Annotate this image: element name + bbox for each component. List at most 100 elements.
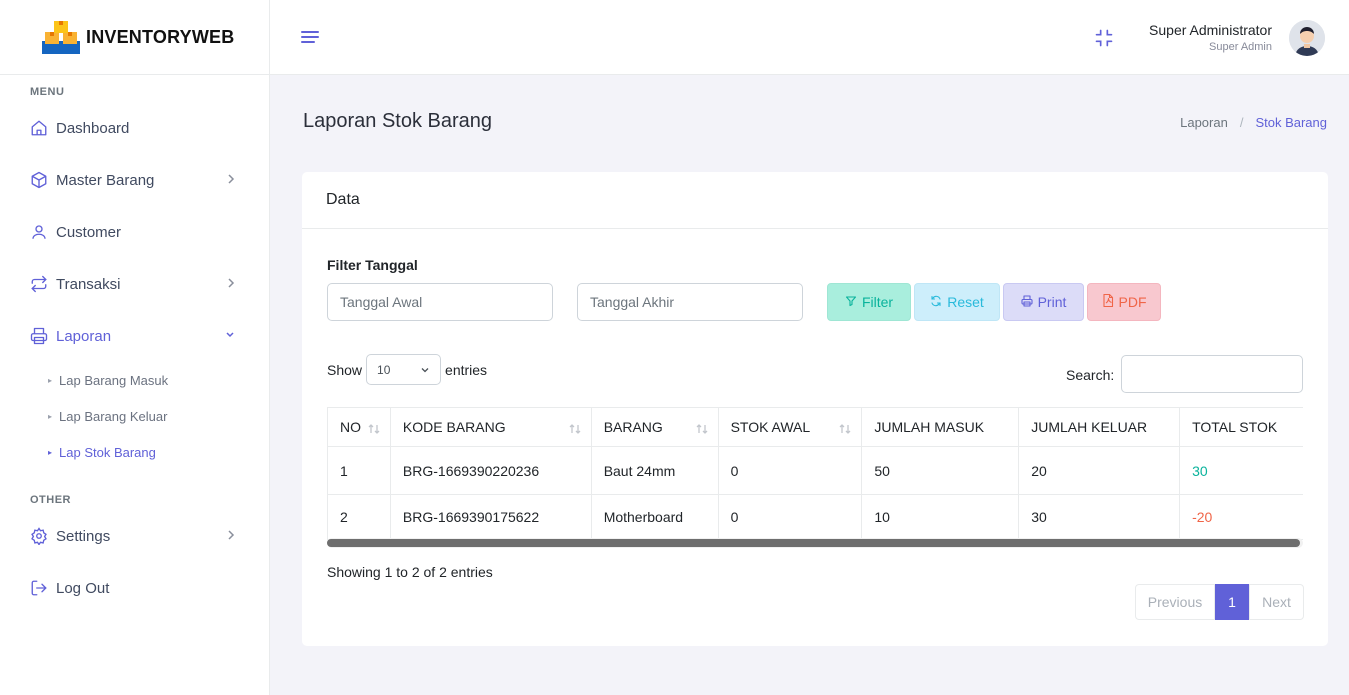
search-input[interactable] [1121, 355, 1303, 393]
user-name[interactable]: Super Administrator [1149, 22, 1272, 38]
sidebar-subitem-lap-stok-barang[interactable]: ▸ Lap Stok Barang [48, 442, 156, 462]
cell-jumlah-masuk: 50 [861, 446, 1020, 495]
pagination: Previous 1 Next [1135, 584, 1304, 620]
cell-barang: Motherboard [590, 494, 719, 540]
show-label: Show [327, 361, 363, 378]
print-button[interactable]: Print [1003, 283, 1084, 321]
page-title: Laporan Stok Barang [303, 110, 493, 132]
breadcrumb-separator: / [1239, 115, 1244, 130]
sidebar-item-customer[interactable]: Customer [30, 220, 240, 244]
search-label: Search: [1066, 367, 1115, 383]
avatar[interactable] [1289, 20, 1325, 56]
table-wrapper: NO KODE BARANG BARANG STOK AWAL JUMLAH M… [327, 407, 1303, 540]
sidebar-item-label: Master Barang [56, 171, 155, 189]
cell-kode-barang: BRG-1669390220236 [389, 446, 592, 495]
pdf-button-label: PDF [1118, 294, 1147, 310]
chevron-down-icon [420, 364, 430, 378]
show-entries: Show 10 entries [327, 354, 487, 385]
reset-button[interactable]: Reset [914, 283, 1000, 321]
table-row: 1 BRG-1669390220236 Baut 24mm 0 50 20 30 [327, 446, 1303, 495]
scrollbar-thumb[interactable] [327, 539, 1300, 547]
user-icon [30, 223, 48, 241]
horizontal-scrollbar[interactable] [327, 538, 1303, 548]
sidebar-item-laporan[interactable]: Laporan [30, 324, 240, 348]
sidebar-item-settings[interactable]: Settings [30, 524, 240, 548]
sidebar: INVENTORYWEB MENU Dashboard Master Baran… [0, 0, 270, 695]
cell-kode-barang: BRG-1669390175622 [389, 494, 592, 540]
page-1-button[interactable]: 1 [1215, 584, 1249, 620]
column-header-barang[interactable]: BARANG [590, 407, 719, 447]
table-row: 2 BRG-1669390175622 Motherboard 0 10 30 … [327, 494, 1303, 540]
cell-barang: Baut 24mm [590, 446, 719, 495]
brand[interactable]: INVENTORYWEB [0, 0, 269, 75]
chevron-right-icon [226, 172, 236, 191]
cell-stok-awal: 0 [717, 494, 863, 540]
column-header-stok-awal[interactable]: STOK AWAL [717, 407, 863, 447]
chevron-right-icon [226, 276, 236, 295]
other-section-title: OTHER [30, 494, 71, 506]
showing-entries-info: Showing 1 to 2 of 2 entries [327, 564, 493, 580]
sidebar-item-dashboard[interactable]: Dashboard [30, 116, 240, 140]
print-button-label: Print [1037, 294, 1067, 310]
reset-button-label: Reset [947, 294, 984, 310]
column-header-jumlah-masuk[interactable]: JUMLAH MASUK [861, 407, 1020, 447]
cell-no: 1 [327, 446, 391, 495]
hamburger-menu-icon[interactable] [300, 29, 320, 50]
filter-icon [845, 294, 857, 310]
breadcrumb: Laporan / Stok Barang [1180, 115, 1327, 130]
sidebar-item-master-barang[interactable]: Master Barang [30, 168, 240, 192]
entries-label: entries [445, 361, 488, 378]
menu-section-title: MENU [30, 86, 65, 98]
table-header-row: NO KODE BARANG BARANG STOK AWAL JUMLAH M… [327, 407, 1303, 447]
filter-button[interactable]: Filter [827, 283, 911, 321]
sort-icon [568, 422, 582, 438]
end-date-input[interactable] [577, 283, 803, 321]
page-size-value: 10 [377, 362, 391, 377]
sidebar-item-transaksi[interactable]: Transaksi [30, 272, 240, 296]
filter-button-label: Filter [861, 294, 894, 310]
column-header-no[interactable]: NO [327, 407, 391, 447]
cell-jumlah-keluar: 30 [1018, 494, 1181, 540]
logout-icon [30, 579, 48, 597]
box-icon [30, 171, 48, 189]
sidebar-item-label: Dashboard [56, 119, 130, 137]
sidebar-item-label: Transaksi [56, 275, 121, 293]
cell-stok-awal: 0 [717, 446, 863, 495]
column-header-kode-barang[interactable]: KODE BARANG [389, 407, 592, 447]
chevron-right-icon [226, 528, 236, 547]
card-title: Data [302, 172, 1328, 229]
chevron-down-icon [224, 328, 236, 347]
sidebar-subitem-label: Lap Barang Masuk [59, 372, 169, 388]
bullet-icon: ▸ [48, 411, 53, 421]
sidebar-subitem-label: Lap Stok Barang [59, 444, 156, 460]
next-page-button[interactable]: Next [1249, 584, 1304, 620]
bullet-icon: ▸ [48, 447, 53, 457]
column-header-jumlah-keluar[interactable]: JUMLAH KELUAR [1018, 407, 1181, 447]
sidebar-item-label: Log Out [56, 579, 110, 597]
sidebar-item-label: Laporan [56, 327, 112, 345]
home-icon [30, 119, 48, 137]
boxes-logo-icon [42, 20, 80, 54]
exit-fullscreen-icon[interactable] [1094, 28, 1114, 53]
sidebar-item-label: Customer [56, 223, 122, 241]
page-size-select[interactable]: 10 [366, 354, 442, 385]
user-role: Super Admin [1209, 41, 1272, 53]
sort-icon [367, 422, 381, 438]
sidebar-subitem-lap-barang-keluar[interactable]: ▸ Lap Barang Keluar [48, 406, 167, 426]
sort-icon [838, 422, 852, 438]
filter-label: Filter Tanggal [327, 257, 418, 273]
data-card: Data Filter Tanggal Filter Reset Print P… [302, 172, 1328, 646]
brand-name: INVENTORYWEB [86, 26, 235, 47]
previous-page-button[interactable]: Previous [1135, 584, 1215, 620]
pdf-button[interactable]: PDF [1087, 283, 1161, 321]
printer-icon [1021, 294, 1033, 310]
cell-jumlah-masuk: 10 [861, 494, 1020, 540]
sidebar-item-logout[interactable]: Log Out [30, 576, 240, 600]
cell-jumlah-keluar: 20 [1018, 446, 1181, 495]
start-date-input[interactable] [327, 283, 553, 321]
sidebar-subitem-lap-barang-masuk[interactable]: ▸ Lap Barang Masuk [48, 370, 168, 390]
sidebar-item-label: Settings [56, 527, 111, 545]
cell-total-stok: 30 [1179, 446, 1303, 495]
column-header-total-stok[interactable]: TOTAL STOK [1179, 407, 1303, 447]
breadcrumb-parent[interactable]: Laporan [1180, 115, 1228, 130]
